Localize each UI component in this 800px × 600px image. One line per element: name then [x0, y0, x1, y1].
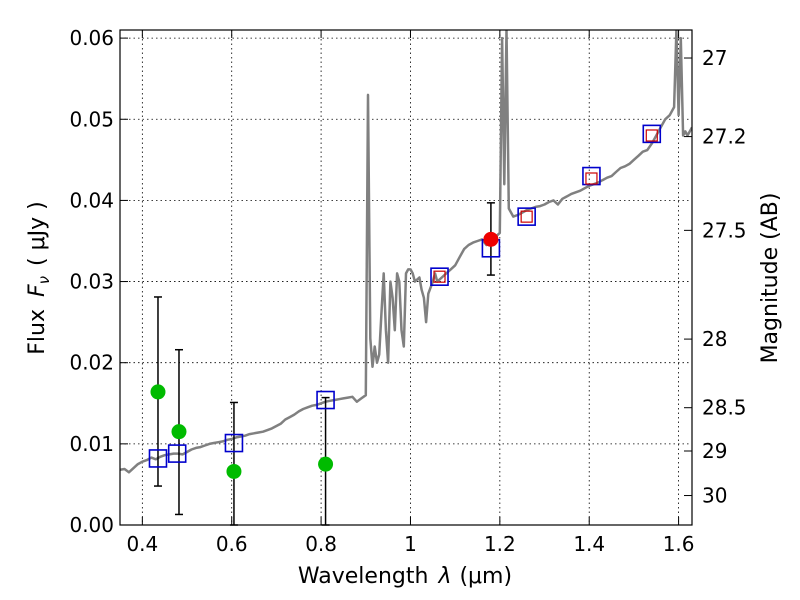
- model-photometry-point: [167, 444, 187, 463]
- y-tick-label: 0.04: [69, 188, 114, 212]
- y-axis-label-unit: ( μJy ): [25, 201, 50, 266]
- y-axis-label-main: Flux: [25, 309, 50, 355]
- model-photometry-point: [430, 267, 449, 286]
- observed-highlight-point: [483, 231, 499, 247]
- x-tick-label: 0.6: [216, 532, 248, 556]
- x-tick-label: 1: [404, 532, 417, 556]
- y2-tick-label: 28.5: [702, 396, 747, 420]
- observed-detection-point: [226, 463, 242, 479]
- y-tick-label: 0.05: [69, 107, 114, 131]
- grid: [120, 30, 692, 526]
- y2-axis-label: Magnitude (AB): [758, 193, 783, 364]
- x-tick-label: 1.4: [573, 532, 605, 556]
- x-tick-label: 1.6: [663, 532, 695, 556]
- y2-tick-label: 27.2: [702, 125, 747, 149]
- ticks: [120, 30, 692, 526]
- x-axis-label: Wavelength λ (μm): [298, 564, 512, 589]
- y2-tick-label: 30: [702, 484, 727, 508]
- model-photometry-point: [316, 390, 335, 410]
- model-photometry-point: [642, 124, 662, 144]
- x-axis-label-main: Wavelength: [298, 564, 429, 589]
- inner-square-point: [433, 270, 446, 283]
- x-axis-label-symbol: λ: [437, 564, 451, 589]
- y2-tick-label: 29: [702, 439, 727, 463]
- y-axis-label-symbol: F: [25, 284, 50, 297]
- model-photometry-point: [224, 433, 244, 453]
- y-axis-label-subscript: ν: [35, 276, 53, 284]
- model-photometry-point: [517, 207, 536, 226]
- model-photometry-point: [148, 449, 168, 468]
- x-tick-label: 1.2: [484, 532, 516, 556]
- y-tick-label: 0.06: [69, 26, 114, 50]
- x-tick-label: 0.4: [126, 532, 158, 556]
- inner-square-point: [520, 210, 533, 223]
- observed-detection-point: [171, 424, 187, 440]
- y2-tick-label: 27: [702, 46, 727, 70]
- plot-frame: [119, 29, 693, 526]
- y-axis-label: Flux Fν ( μJy ): [25, 201, 53, 354]
- y2-tick-label: 28: [702, 327, 727, 351]
- y-tick-label: 0.03: [69, 270, 114, 294]
- observed-detection-point: [318, 456, 334, 472]
- y-tick-label: 0.00: [69, 513, 114, 537]
- y2-tick-label: 27.5: [702, 218, 747, 242]
- x-axis-label-unit: (μm): [459, 564, 512, 589]
- tick-labels: 0.4 0.6 0.8 1 1.2 1.4 1.6 0.00 0.01 0.02 0.03 0.04 0…: [69, 26, 746, 556]
- observed-detection-point: [150, 384, 166, 400]
- inner-square-point: [585, 172, 598, 185]
- y-tick-label: 0.01: [69, 432, 114, 456]
- x-tick-label: 0.8: [305, 532, 337, 556]
- inner-square-point: [645, 129, 658, 142]
- y-tick-label: 0.02: [69, 351, 114, 375]
